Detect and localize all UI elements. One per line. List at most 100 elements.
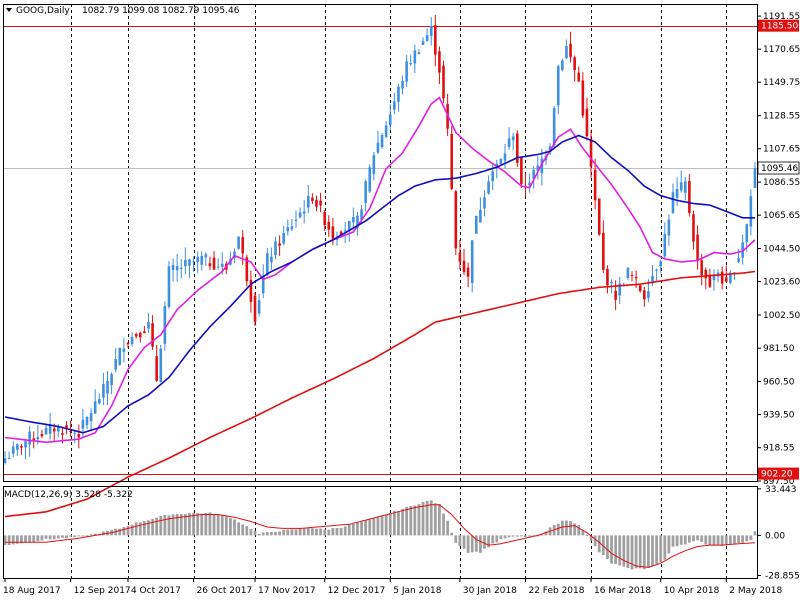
- macd-bar: [622, 535, 626, 567]
- macd-bar: [216, 514, 220, 536]
- candle-body: [651, 275, 654, 284]
- candle-body: [196, 256, 199, 263]
- macd-bar: [495, 535, 499, 543]
- candle-body: [487, 181, 490, 194]
- macd-bar: [638, 535, 642, 569]
- macd-bar: [745, 535, 749, 542]
- candle-body: [393, 101, 396, 110]
- macd-bar: [122, 526, 126, 536]
- candle-body: [434, 25, 437, 55]
- macd-y-label: 33.443: [765, 485, 797, 495]
- moving-average-fast[interactable]: [4, 96, 756, 444]
- macd-bar: [335, 527, 339, 536]
- candle-body: [175, 266, 179, 271]
- y-tick-label: 1044.50: [763, 245, 800, 255]
- macd-bar: [61, 535, 64, 538]
- macd-bar: [298, 527, 302, 536]
- candle-body: [290, 226, 294, 230]
- candle-body: [429, 25, 433, 36]
- candle-body: [319, 200, 322, 206]
- candle-body: [286, 227, 290, 232]
- macd-bar: [700, 535, 704, 542]
- macd-signal-line: [5, 504, 756, 568]
- macd-bar: [319, 528, 322, 536]
- candle-body: [298, 212, 302, 218]
- macd-bar: [388, 513, 392, 536]
- macd-bar: [601, 535, 605, 556]
- macd-bar: [446, 520, 450, 536]
- macd-bar: [466, 535, 470, 553]
- candle-body: [499, 158, 503, 165]
- macd-bar: [712, 535, 716, 546]
- macd-bar: [253, 530, 257, 536]
- macd-bar: [15, 535, 19, 544]
- x-tick-label: 5 Jan 2018: [393, 586, 441, 596]
- macd-bar: [421, 501, 425, 536]
- macd-bar: [528, 535, 531, 537]
- candle-body: [425, 35, 429, 42]
- candle-body: [237, 236, 240, 249]
- macd-bar: [138, 522, 142, 536]
- macd-bar: [44, 535, 48, 539]
- candle-body: [573, 57, 576, 71]
- macd-bar: [634, 535, 638, 569]
- macd-bar: [347, 524, 351, 536]
- macd-bar: [560, 520, 564, 536]
- macd-bar: [671, 535, 675, 547]
- candle-body: [380, 135, 384, 148]
- y-tick-label: 1149.75: [763, 78, 800, 88]
- macd-bar: [20, 535, 23, 544]
- macd-bar: [384, 514, 388, 536]
- macd-bar: [282, 529, 286, 536]
- candle-body: [44, 427, 48, 435]
- macd-bar: [585, 534, 589, 536]
- candle-body: [491, 171, 494, 182]
- level-price-tag: [758, 19, 799, 32]
- candle-body: [483, 197, 486, 209]
- moving-average-slow[interactable]: [4, 270, 756, 518]
- candle-body: [159, 348, 163, 382]
- macd-bar: [458, 535, 462, 547]
- y-tick-label: 939.50: [763, 411, 795, 421]
- macd-bar: [511, 535, 515, 537]
- macd-bar: [224, 516, 228, 536]
- candle-body: [204, 254, 208, 258]
- macd-bar: [331, 528, 335, 536]
- candle-body: [171, 264, 175, 270]
- macd-bar: [675, 535, 679, 547]
- candle-body: [130, 337, 134, 344]
- dropdown-triangle-icon[interactable]: [6, 8, 12, 12]
- candle-body: [397, 86, 400, 102]
- candle-body: [311, 197, 314, 201]
- candle-body: [73, 432, 77, 434]
- macd-bar: [204, 512, 208, 536]
- macd-bar: [708, 535, 712, 546]
- candle-body: [343, 230, 347, 232]
- macd-bar: [692, 535, 695, 542]
- candle-body: [57, 426, 60, 432]
- macd-y-label: -28.855: [765, 572, 800, 582]
- y-tick-label: 960.50: [763, 377, 795, 387]
- candle-body: [3, 458, 7, 463]
- moving-average-mid[interactable]: [4, 134, 755, 434]
- x-tick-label: 18 Aug 2017: [3, 586, 61, 596]
- candle-body: [745, 224, 749, 242]
- macd-bar: [647, 535, 650, 568]
- candle-body: [454, 191, 458, 249]
- macd-bar: [310, 528, 314, 536]
- candle-body: [515, 133, 519, 163]
- macd-bar: [294, 529, 298, 536]
- macd-bar: [642, 535, 646, 570]
- macd-bar: [507, 535, 511, 538]
- candle-body: [220, 263, 224, 268]
- candle-body: [679, 182, 683, 191]
- candle-body: [470, 240, 474, 283]
- candle-body: [151, 323, 154, 347]
- macd-bar: [376, 516, 380, 536]
- candle-body: [278, 243, 281, 246]
- macd-bar: [167, 515, 171, 536]
- candle-body: [212, 257, 216, 270]
- candle-body: [266, 253, 269, 275]
